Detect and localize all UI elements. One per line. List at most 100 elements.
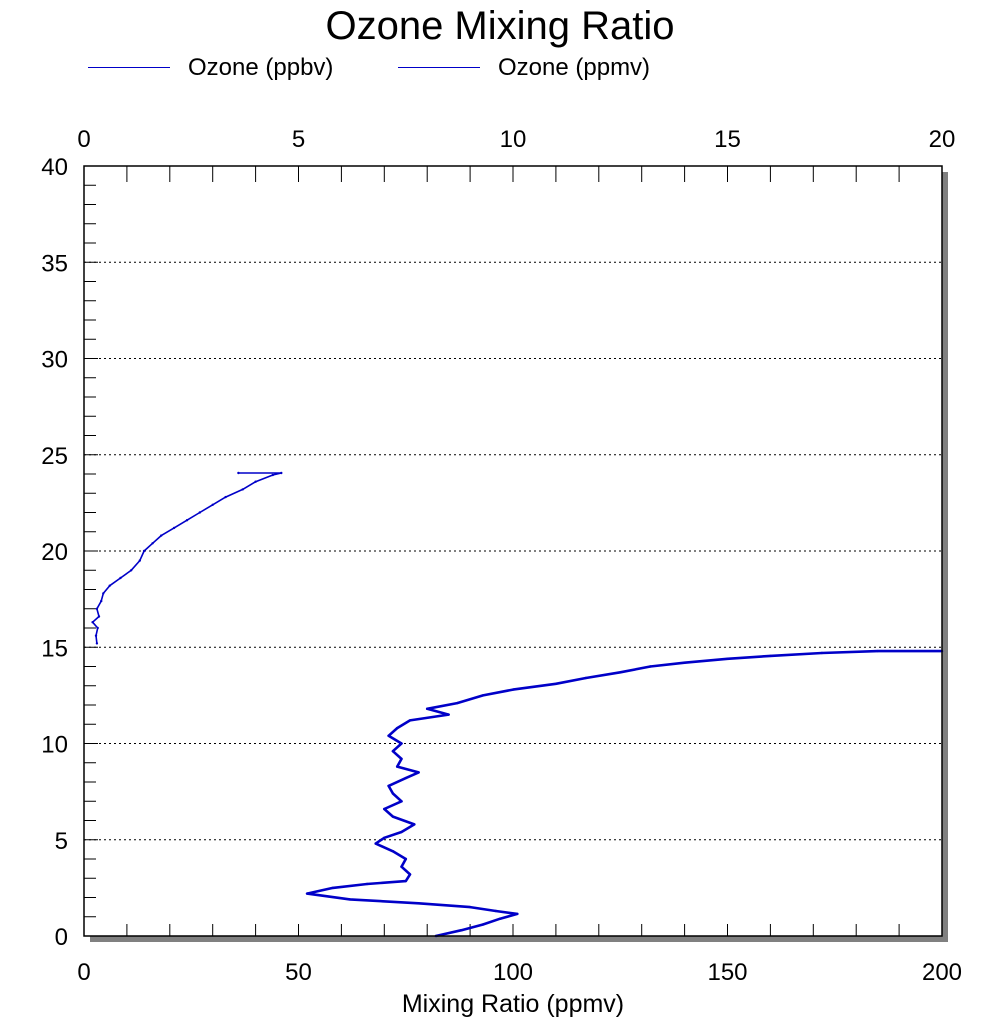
x-axis-bottom: 0 50 100 150 200 — [77, 959, 962, 986]
data-point — [224, 495, 227, 499]
legend-label-ppmv: Ozone (ppmv) — [498, 54, 651, 81]
data-point — [348, 898, 352, 901]
series-line-ppmv — [305, 649, 942, 938]
data-point — [280, 471, 283, 475]
x2-tick-label: 10 — [500, 126, 527, 153]
data-point — [400, 865, 403, 868]
y-tick-label: 25 — [41, 443, 68, 470]
y-tick-label: 10 — [41, 732, 68, 759]
data-point — [511, 688, 515, 691]
x-tick-label: 200 — [922, 959, 962, 986]
data-point — [391, 750, 395, 753]
data-point — [95, 607, 99, 610]
data-point — [331, 886, 334, 890]
data-point — [119, 576, 122, 580]
data-point — [172, 526, 176, 530]
data-point — [396, 726, 399, 730]
data-point — [396, 765, 399, 768]
x-tick-label: 50 — [285, 959, 312, 986]
data-point — [383, 836, 386, 839]
x-tick-label: 100 — [493, 959, 533, 986]
y-axis: 0 5 10 15 20 25 30 35 40 — [41, 154, 68, 951]
data-point — [498, 917, 502, 920]
data-point — [383, 807, 386, 811]
data-point — [494, 909, 497, 913]
data-point — [387, 734, 390, 737]
data-point — [142, 549, 146, 553]
data-point — [426, 707, 429, 710]
data-point — [481, 694, 485, 697]
data-point — [271, 473, 274, 477]
data-point — [391, 815, 395, 818]
data-point — [447, 713, 450, 716]
data-point — [151, 542, 154, 545]
chart-title: Ozone Mixing Ratio — [325, 4, 675, 48]
data-point — [254, 480, 257, 483]
data-point — [400, 830, 403, 834]
y-tick-label: 5 — [55, 828, 68, 855]
data-point — [305, 892, 309, 895]
data-point — [413, 823, 416, 826]
data-point — [404, 857, 407, 861]
data-point — [619, 671, 622, 674]
data-point — [516, 912, 519, 916]
data-point — [408, 873, 412, 876]
gridlines — [84, 261, 942, 841]
x2-tick-label: 5 — [292, 126, 305, 153]
data-point — [417, 902, 420, 905]
data-point — [96, 626, 99, 630]
y-tick-label: 0 — [55, 924, 68, 951]
y-tick-label: 30 — [41, 347, 68, 374]
data-point — [160, 534, 163, 537]
data-point — [400, 757, 403, 761]
x-axis-top: 0 5 10 15 20 — [77, 126, 955, 153]
data-point — [400, 800, 403, 803]
data-point — [404, 879, 407, 883]
legend-swatch-ppmv — [398, 67, 480, 68]
data-point — [374, 842, 377, 845]
data-point — [468, 905, 472, 909]
data-point — [91, 621, 94, 624]
legend-swatch-ppbv — [88, 67, 170, 68]
data-point — [584, 676, 588, 680]
legend-label-ppbv: Ozone (ppbv) — [188, 54, 334, 81]
data-point — [391, 792, 395, 795]
data-point — [456, 701, 459, 705]
data-point — [460, 929, 463, 932]
data-point — [876, 649, 879, 653]
data-point — [683, 661, 686, 664]
x2-tick-label: 20 — [929, 126, 956, 153]
data-point — [130, 569, 133, 572]
x-axis-title: Mixing Ratio (ppmv) — [402, 990, 624, 1018]
data-point — [198, 511, 201, 514]
y-tick-label: 35 — [41, 250, 68, 277]
data-point — [820, 651, 824, 655]
y-tick-label: 20 — [41, 539, 68, 566]
data-point — [554, 682, 558, 685]
legend: Ozone (ppbv) Ozone (ppmv) — [0, 52, 1000, 86]
data-point — [97, 615, 101, 618]
data-point — [241, 488, 244, 491]
series-layer — [91, 471, 944, 938]
data-point — [108, 584, 111, 587]
data-point — [726, 657, 729, 660]
data-point — [100, 599, 103, 603]
data-point — [94, 634, 98, 637]
x2-tick-label: 0 — [77, 126, 90, 153]
y-tick-label: 15 — [41, 635, 68, 662]
data-point — [400, 742, 403, 745]
data-point — [387, 784, 390, 788]
data-point — [185, 519, 189, 522]
data-point — [237, 471, 240, 475]
data-point — [391, 850, 395, 853]
minor-ticks — [83, 165, 943, 937]
data-point — [95, 642, 99, 645]
data-point — [211, 503, 214, 506]
data-point — [649, 665, 652, 668]
data-point — [102, 592, 105, 595]
x-tick-label: 150 — [707, 959, 747, 986]
data-point — [769, 654, 772, 658]
data-point — [404, 776, 407, 780]
x-tick-label: 0 — [77, 959, 90, 986]
